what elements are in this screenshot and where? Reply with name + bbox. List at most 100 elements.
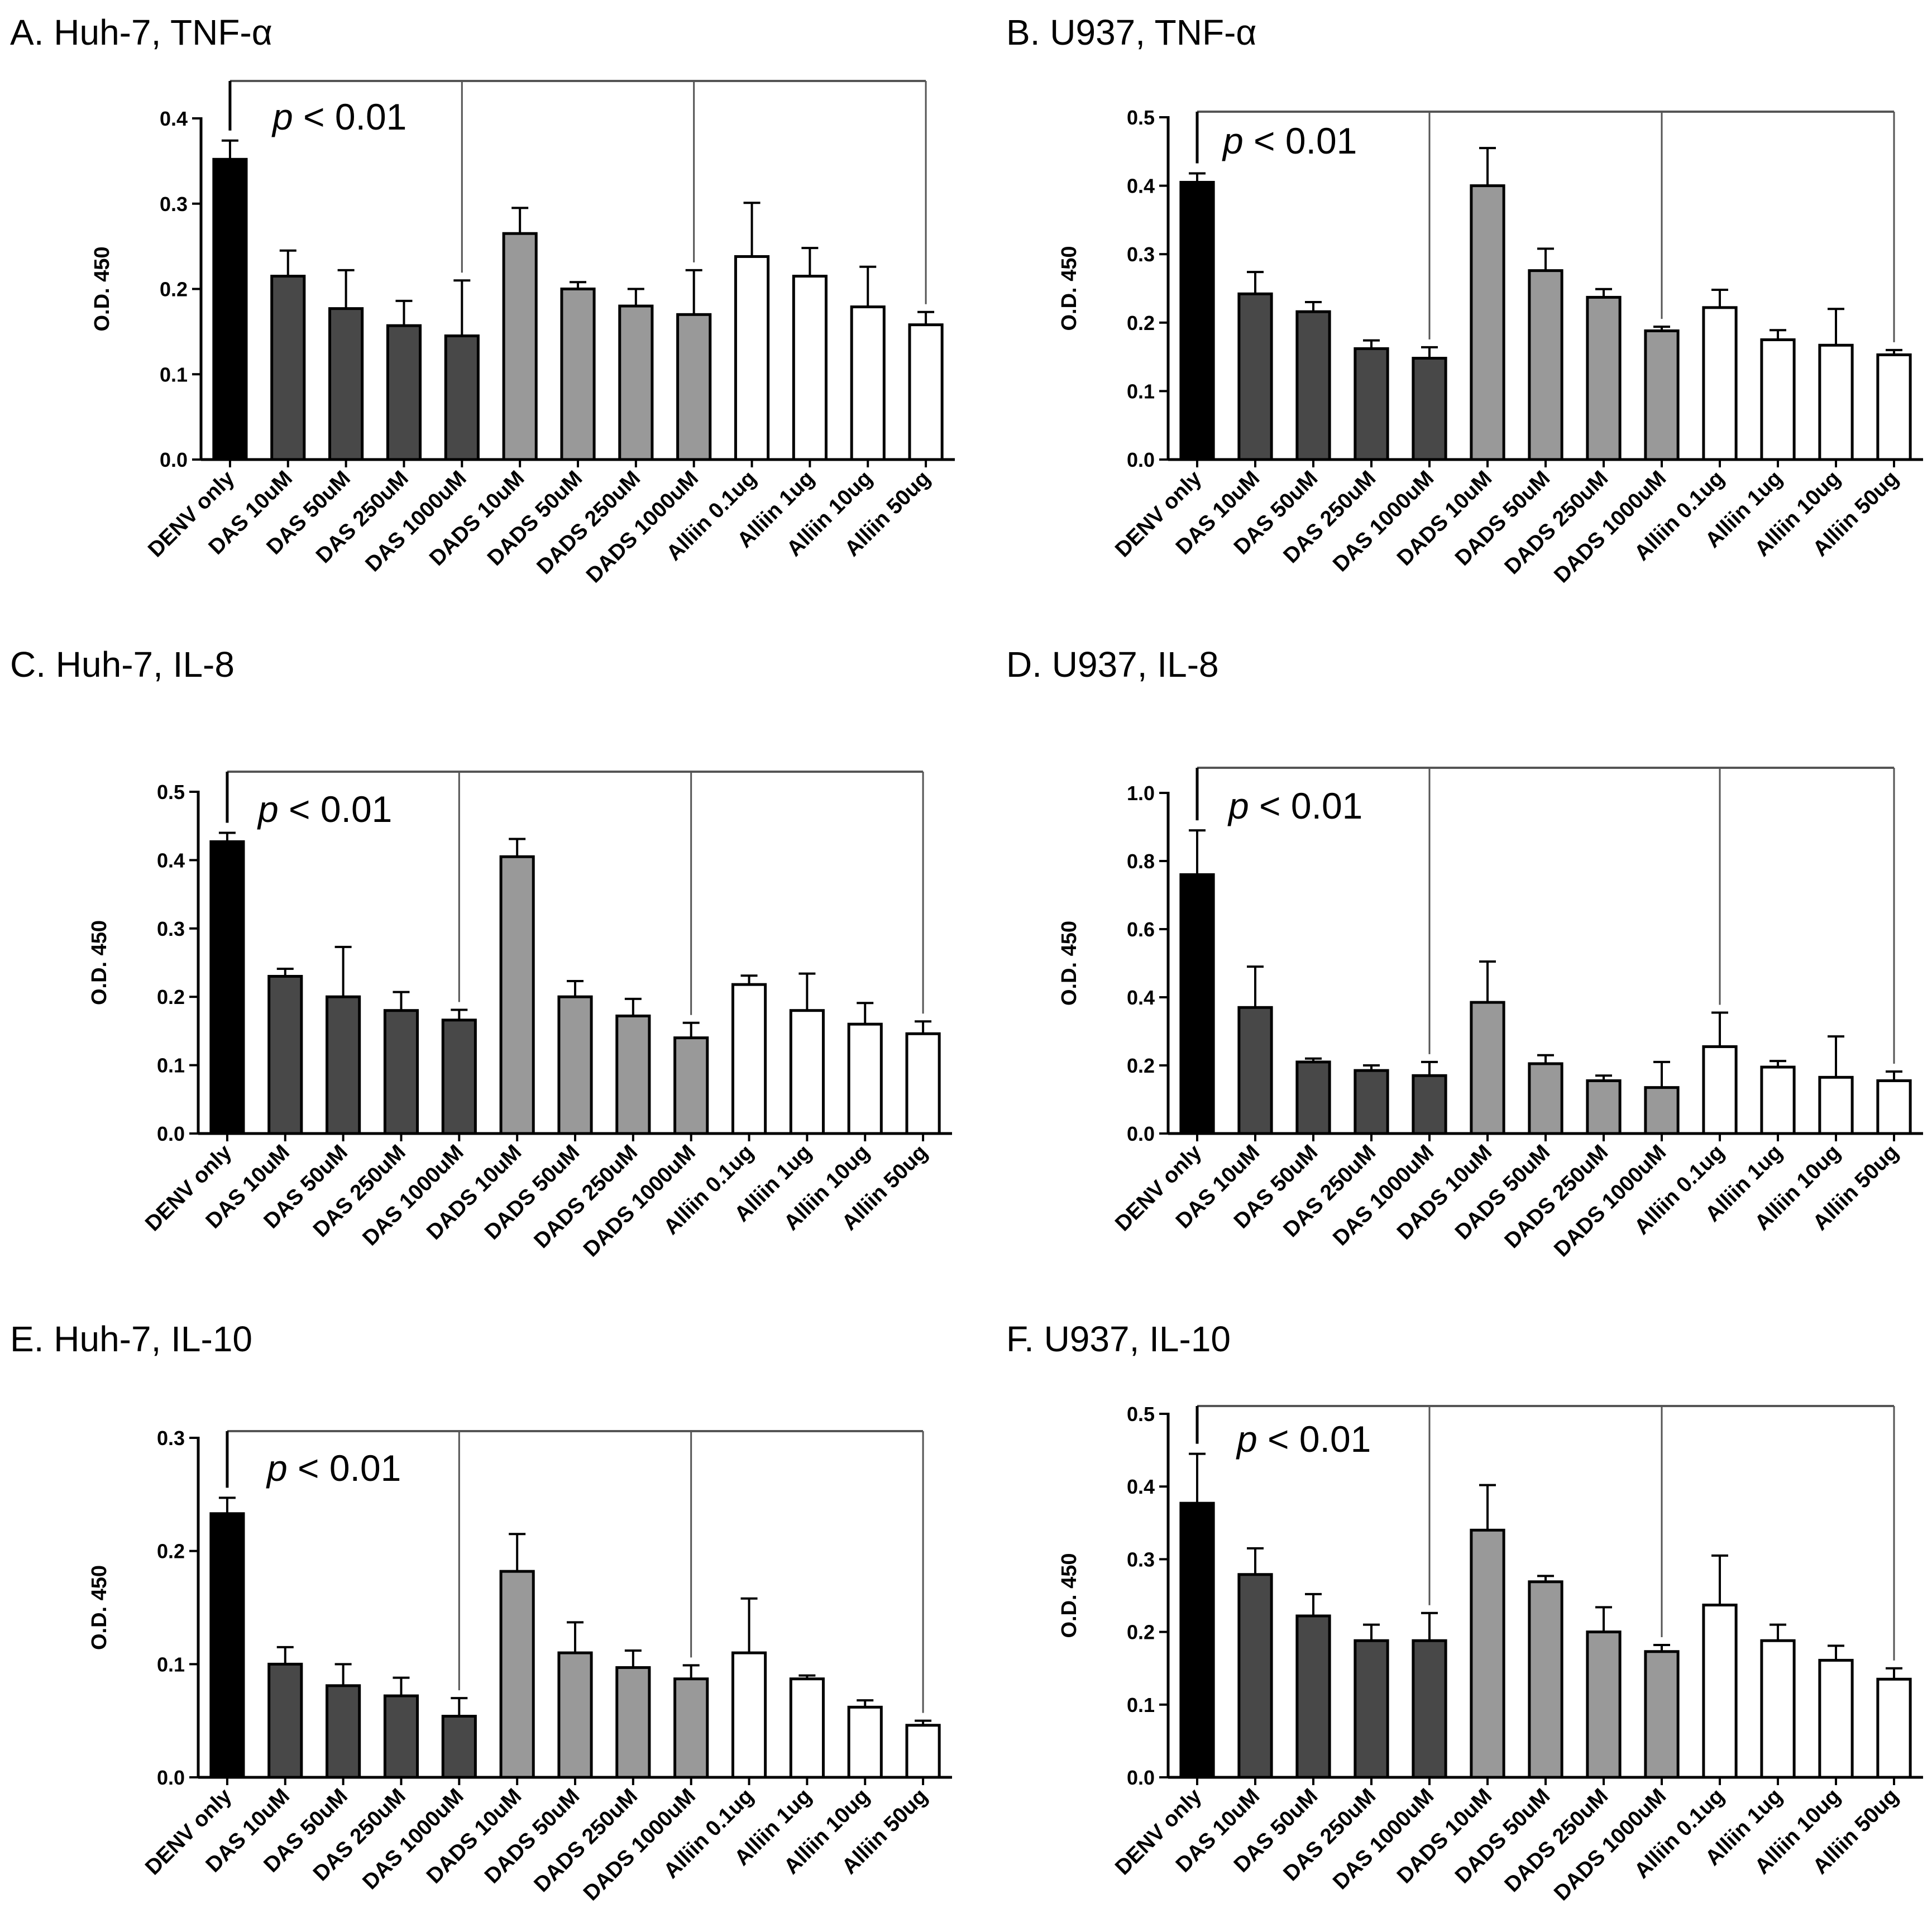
p-value-symbol: p [257, 788, 279, 830]
bar [1702, 1603, 1738, 1779]
x-tick-label: DAS 1000uM [1328, 1784, 1438, 1894]
x-tick-label: DAS 1000uM [358, 1784, 468, 1894]
y-tick-label: 0.4 [1127, 986, 1155, 1009]
bar [1586, 1630, 1622, 1779]
bar [615, 1014, 651, 1135]
bar [1818, 1658, 1854, 1779]
bar [1586, 1079, 1622, 1135]
y-tick-label: 0.4 [157, 849, 185, 872]
bar [908, 323, 944, 461]
bar [618, 304, 654, 461]
y-tick-label: 0.3 [157, 917, 185, 940]
x-tick-label: DADS 250uM [1500, 1784, 1613, 1897]
bar [847, 1705, 883, 1779]
bar [1179, 180, 1215, 461]
y-tick-label: 0.2 [1127, 1054, 1155, 1077]
bar [444, 334, 480, 461]
bar [560, 288, 596, 461]
bar [905, 1724, 941, 1779]
panel-title: B. U937, TNF-α [1006, 12, 1256, 52]
bar [1702, 306, 1738, 461]
p-value-symbol: p [266, 1447, 288, 1489]
bar [1470, 1528, 1505, 1779]
bar [1528, 1062, 1563, 1135]
bar [1354, 347, 1389, 461]
x-tick-label: DADS 250uM [529, 1784, 642, 1897]
bar [1876, 1677, 1912, 1779]
y-tick-label: 0.4 [1127, 1475, 1155, 1498]
x-tick-label: DAS 1000uM [1328, 466, 1438, 576]
y-tick-label: 0.0 [157, 1122, 185, 1145]
bar [1702, 1045, 1738, 1135]
p-value-symbol: p [271, 96, 293, 137]
bar [499, 1570, 535, 1779]
bar [792, 275, 828, 461]
bar [1876, 1079, 1912, 1135]
bar [789, 1009, 825, 1135]
y-tick-label: 0.3 [1127, 243, 1155, 266]
bar [1179, 873, 1215, 1135]
bar [1412, 357, 1447, 461]
bar [1528, 269, 1563, 461]
y-tick-label: 0.5 [1127, 1403, 1155, 1426]
p-value-symbol: p [1236, 1418, 1257, 1460]
p-value-label: p < 0.01 [271, 96, 407, 137]
bar [1644, 1650, 1680, 1779]
y-tick-label: 0.0 [1127, 1122, 1155, 1145]
y-tick-label: 0.2 [1127, 312, 1155, 334]
bar [326, 995, 361, 1135]
bar [1760, 338, 1796, 461]
p-value-label: p < 0.01 [257, 788, 392, 830]
bar [1818, 1075, 1854, 1135]
p-value-threshold: < 0.01 [293, 96, 407, 137]
panel-title: C. Huh-7, IL-8 [10, 644, 235, 685]
y-tick-label: 0.1 [160, 363, 188, 386]
p-value-label: p < 0.01 [266, 1447, 401, 1489]
bar [326, 1684, 361, 1779]
bar [1412, 1074, 1447, 1135]
panel-b: B. U937, TNF-α 0.0 0.1 0.2 0.3 0.4 0.5 O.D. 45… [1006, 12, 1923, 587]
y-tick-label: 0.0 [1127, 448, 1155, 471]
bar [905, 1032, 941, 1135]
y-tick-label: 0.3 [157, 1427, 185, 1450]
y-axis-label: O.D. 450 [1058, 1553, 1081, 1638]
y-axis-label: O.D. 450 [88, 920, 111, 1005]
bar [1586, 295, 1622, 461]
p-value-label: p < 0.01 [1227, 785, 1362, 826]
y-axis-label: O.D. 450 [90, 246, 114, 331]
bar [731, 1651, 767, 1779]
p-value-threshold: < 0.01 [288, 1447, 401, 1489]
bar [441, 1018, 477, 1135]
bar [499, 855, 535, 1135]
panel-title: A. Huh-7, TNF-α [10, 12, 272, 52]
bar [1237, 1006, 1273, 1135]
x-tick-label: DAS 1000uM [1328, 1140, 1438, 1250]
bar [1237, 292, 1273, 461]
panel-e: E. Huh-7, IL-10 0.00.10.20.3O.D. 450DENV… [10, 1319, 952, 1905]
p-value-threshold: < 0.01 [279, 788, 393, 830]
p-value-threshold: < 0.01 [1257, 1418, 1371, 1460]
bar [615, 1666, 651, 1779]
y-tick-label: 0.8 [1127, 850, 1155, 873]
bar [209, 840, 245, 1135]
bar [1354, 1639, 1389, 1779]
bar [1644, 329, 1680, 461]
bar [1179, 1501, 1215, 1779]
bar [1644, 1086, 1680, 1135]
y-tick-label: 1.0 [1127, 782, 1155, 805]
y-tick-label: 0.2 [157, 1540, 185, 1563]
bar [789, 1677, 825, 1779]
p-value-label: p < 0.01 [1222, 120, 1357, 161]
x-tick-label: DADS 250uM [529, 1140, 642, 1253]
x-tick-label: DAS 1000uM [358, 1140, 468, 1250]
bar [734, 255, 770, 461]
p-value-threshold: < 0.01 [1244, 120, 1357, 161]
bar [1876, 353, 1912, 461]
bar [673, 1677, 709, 1779]
panel-f: F. U937, IL-10 0.0 0.1 0.2 0.3 0.4 0.5 O.D. 45… [1006, 1319, 1923, 1905]
y-tick-label: 0.5 [1127, 106, 1155, 129]
y-tick-label: 0.1 [1127, 1694, 1155, 1716]
bar [847, 1022, 883, 1135]
panel-c: C. Huh-7, IL-8 0.0 0.1 0.2 0.3 0.4 0.5 O.D. 45… [10, 644, 952, 1261]
